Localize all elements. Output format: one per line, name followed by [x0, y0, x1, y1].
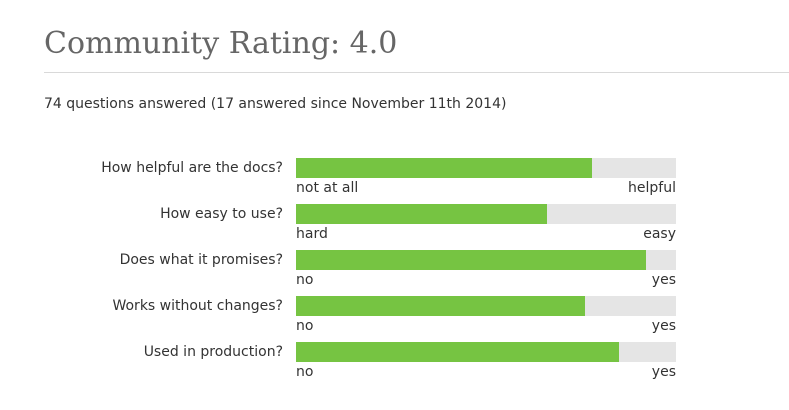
- rating-bar-fill: [296, 342, 619, 362]
- rating-row-changes: Works without changes? no yes: [0, 296, 789, 342]
- scale-low-label: no: [296, 364, 314, 380]
- scale-low-label: no: [296, 318, 314, 334]
- rating-bar-track: [296, 342, 676, 362]
- rating-question: Does what it promises?: [119, 252, 283, 268]
- rating-row-ease: How easy to use? hard easy: [0, 204, 789, 250]
- rating-question: How helpful are the docs?: [101, 160, 283, 176]
- rating-bar-track: [296, 296, 676, 316]
- rating-bar-track: [296, 250, 676, 270]
- rating-question: Works without changes?: [112, 298, 283, 314]
- scale-high-label: yes: [651, 272, 676, 288]
- scale-high-label: yes: [651, 318, 676, 334]
- rating-bar-fill: [296, 204, 547, 224]
- rating-question: How easy to use?: [160, 206, 283, 222]
- rating-bar-track: [296, 204, 676, 224]
- scale-low-label: no: [296, 272, 314, 288]
- scale-high-label: easy: [643, 226, 676, 242]
- rating-question: Used in production?: [143, 344, 283, 360]
- rating-row-promises: Does what it promises? no yes: [0, 250, 789, 296]
- scale-low-label: not at all: [296, 180, 359, 196]
- rating-bar-fill: [296, 250, 646, 270]
- rating-bar-fill: [296, 296, 585, 316]
- scale-low-label: hard: [296, 226, 328, 242]
- scale-high-label: helpful: [628, 180, 676, 196]
- rating-bar-fill: [296, 158, 593, 178]
- page-title: Community Rating: 4.0: [44, 26, 398, 61]
- title-divider: [44, 72, 789, 73]
- scale-high-label: yes: [651, 364, 676, 380]
- rating-row-docs: How helpful are the docs? not at all hel…: [0, 158, 789, 204]
- rating-bar-track: [296, 158, 676, 178]
- rating-row-production: Used in production? no yes: [0, 342, 789, 388]
- answers-summary: 74 questions answered (17 answered since…: [44, 96, 507, 112]
